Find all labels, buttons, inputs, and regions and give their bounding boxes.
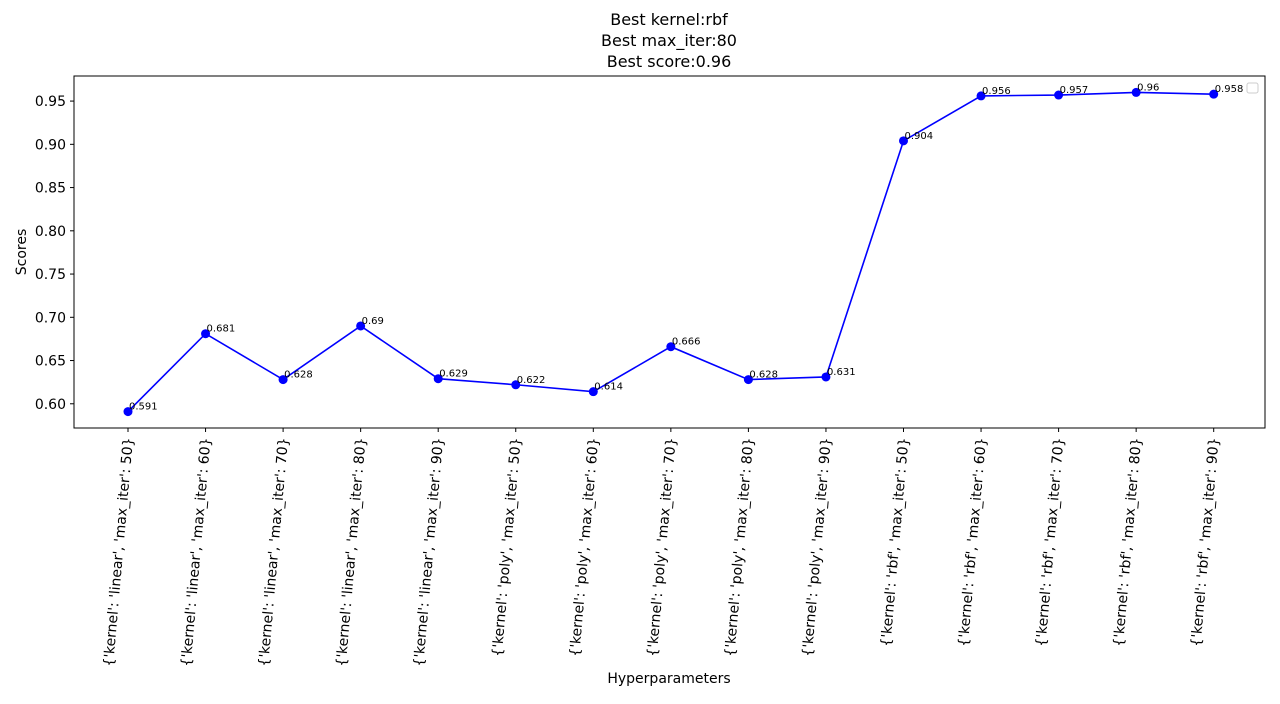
data-point <box>821 372 831 382</box>
x-tick-label: {'kernel': 'linear', 'max_iter': 70} <box>256 437 292 667</box>
y-tick-label: 0.80 <box>35 224 66 240</box>
data-point <box>588 387 598 397</box>
data-point <box>666 342 676 352</box>
data-label: 0.622 <box>517 375 546 386</box>
x-tick-label: {'kernel': 'poly', 'max_iter': 60} <box>567 437 602 658</box>
x-axis: {'kernel': 'linear', 'max_iter': 50} {'ke… <box>101 428 1223 667</box>
x-axis-label: Hyperparameters <box>607 671 730 687</box>
x-tick-label: {'kernel': 'rbf', 'max_iter': 80} <box>1111 437 1145 647</box>
data-point <box>1054 90 1064 100</box>
data-point <box>1209 89 1219 99</box>
x-tick-label: {'kernel': 'linear', 'max_iter': 80} <box>334 437 370 667</box>
x-tick-label: {'kernel': 'rbf', 'max_iter': 60} <box>956 437 990 647</box>
y-tick-label: 0.65 <box>35 354 66 370</box>
data-label: 0.666 <box>672 337 701 348</box>
x-tick-label: {'kernel': 'linear', 'max_iter': 50} <box>101 437 137 667</box>
x-tick-label: {'kernel': 'poly', 'max_iter': 50} <box>490 437 525 658</box>
data-label: 0.628 <box>749 370 778 381</box>
y-tick-label: 0.75 <box>35 267 66 283</box>
x-tick-label: {'kernel': 'poly', 'max_iter': 80} <box>722 437 757 658</box>
x-tick-label: {'kernel': 'poly', 'max_iter': 90} <box>800 437 835 658</box>
data-label: 0.904 <box>905 131 934 142</box>
data-point <box>433 374 443 384</box>
data-label: 0.956 <box>982 86 1011 97</box>
data-label: 0.96 <box>1137 82 1159 93</box>
title-line-1: Best kernel:rbf <box>610 10 728 29</box>
data-point <box>201 329 211 339</box>
data-label: 0.629 <box>439 369 468 380</box>
y-tick-label: 0.60 <box>35 397 66 413</box>
y-axis-label: Scores <box>14 229 30 276</box>
data-point <box>511 380 521 390</box>
y-tick-label: 0.85 <box>35 181 66 197</box>
y-tick-label: 0.90 <box>35 137 66 153</box>
title-line-3: Best score:0.96 <box>607 52 732 71</box>
data-point <box>743 375 753 385</box>
data-label: 0.958 <box>1215 84 1244 95</box>
data-label: 0.69 <box>362 316 384 327</box>
data-point <box>356 321 366 331</box>
x-tick-label: {'kernel': 'poly', 'max_iter': 70} <box>645 437 680 658</box>
data-point <box>899 136 908 146</box>
data-point <box>278 375 288 385</box>
series-line: 0.591 0.681 0.628 0.69 0.629 0.622 0.614 0.666 0… <box>123 82 1244 417</box>
title-line-2: Best max_iter:80 <box>601 31 737 51</box>
data-label: 0.628 <box>284 370 313 381</box>
data-point <box>976 91 986 101</box>
y-tick-label: 0.70 <box>35 310 66 326</box>
data-label: 0.614 <box>594 382 623 393</box>
data-label: 0.631 <box>827 367 856 378</box>
x-tick-label: {'kernel': 'rbf', 'max_iter': 50} <box>878 437 912 647</box>
x-tick-label: {'kernel': 'linear', 'max_iter': 90} <box>411 437 447 667</box>
data-label: 0.681 <box>207 324 236 335</box>
y-axis: 0.60 0.65 0.70 0.75 0.80 0.85 0.90 0.95 <box>35 94 74 413</box>
plot-area <box>73 75 1266 429</box>
x-tick-label: {'kernel': 'linear', 'max_iter': 60} <box>179 437 215 667</box>
y-tick-label: 0.95 <box>35 94 66 110</box>
data-label: 0.957 <box>1060 85 1089 96</box>
data-point <box>1131 87 1141 97</box>
data-label: 0.591 <box>129 402 158 413</box>
x-tick-label: {'kernel': 'rbf', 'max_iter': 70} <box>1033 437 1067 647</box>
chart-title: Best kernel:rbf Best max_iter:80 Best sc… <box>601 10 737 71</box>
x-tick-label: {'kernel': 'rbf', 'max_iter': 90} <box>1188 437 1222 647</box>
legend-box <box>1246 82 1259 94</box>
data-point <box>123 407 133 417</box>
